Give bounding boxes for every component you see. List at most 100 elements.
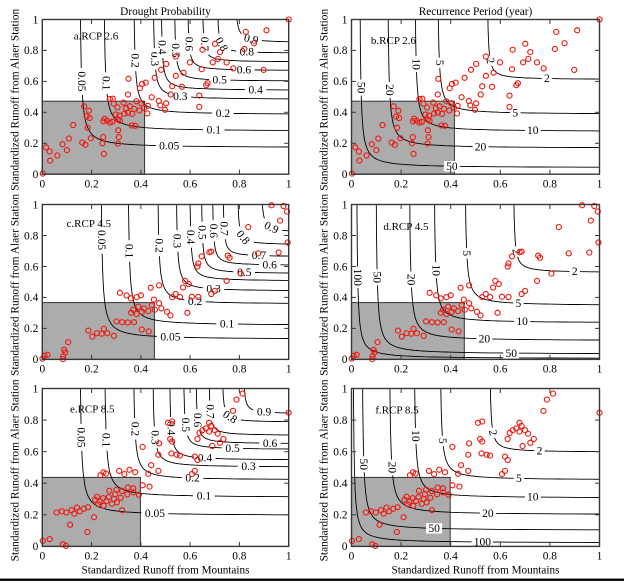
svg-text:0.4: 0.4 — [156, 40, 168, 55]
svg-text:0.6: 0.6 — [493, 178, 508, 190]
svg-text:0.5: 0.5 — [237, 267, 252, 279]
svg-text:0.1: 0.1 — [220, 319, 235, 331]
svg-text:50: 50 — [446, 161, 458, 173]
svg-text:0.3: 0.3 — [171, 234, 183, 249]
svg-text:0: 0 — [39, 551, 45, 563]
svg-text:20: 20 — [482, 508, 494, 520]
svg-text:0.9: 0.9 — [262, 220, 280, 237]
svg-text:1: 1 — [597, 364, 603, 376]
svg-text:0.6: 0.6 — [263, 438, 278, 450]
svg-text:f.RCP 8.5: f.RCP 8.5 — [375, 404, 419, 416]
svg-text:0.1: 0.1 — [100, 76, 112, 91]
svg-text:1: 1 — [286, 178, 292, 190]
svg-text:0: 0 — [33, 541, 39, 553]
svg-text:Drought Probability: Drought Probability — [120, 6, 211, 18]
svg-text:0.6: 0.6 — [333, 447, 348, 459]
svg-text:0.8: 0.8 — [232, 551, 247, 563]
svg-text:0.7: 0.7 — [218, 221, 230, 236]
svg-text:10: 10 — [429, 265, 441, 277]
svg-text:0: 0 — [342, 354, 348, 366]
svg-text:0: 0 — [33, 354, 39, 366]
svg-text:0.4: 0.4 — [249, 84, 264, 96]
svg-text:0.7: 0.7 — [204, 404, 216, 419]
svg-text:Standardized Runoff from Mount: Standardized Runoff from Mountains — [392, 565, 560, 577]
svg-text:0.5: 0.5 — [179, 418, 191, 433]
svg-text:10: 10 — [527, 125, 539, 137]
svg-text:0.8: 0.8 — [333, 415, 348, 427]
svg-text:0.4: 0.4 — [134, 551, 149, 563]
svg-text:0.4: 0.4 — [333, 292, 348, 304]
svg-text:0: 0 — [33, 169, 39, 181]
svg-text:0.1: 0.1 — [197, 491, 212, 503]
svg-text:2: 2 — [572, 266, 578, 278]
svg-text:0.6: 0.6 — [183, 551, 198, 563]
svg-text:10: 10 — [516, 316, 528, 328]
svg-text:10: 10 — [410, 58, 422, 70]
svg-text:0.6: 0.6 — [493, 551, 508, 563]
svg-text:20: 20 — [405, 274, 417, 286]
svg-text:0.6: 0.6 — [183, 37, 195, 52]
svg-text:0.6: 0.6 — [183, 178, 198, 190]
svg-text:10: 10 — [527, 492, 539, 504]
svg-text:0.9: 0.9 — [257, 407, 272, 419]
svg-text:50: 50 — [371, 272, 383, 284]
svg-text:Recurrence Period (year): Recurrence Period (year) — [419, 6, 533, 18]
svg-text:2: 2 — [483, 57, 496, 65]
svg-text:0.6: 0.6 — [493, 364, 508, 376]
svg-text:c.RCP 4.5: c.RCP 4.5 — [67, 218, 112, 230]
svg-text:50: 50 — [505, 348, 517, 360]
svg-text:20: 20 — [385, 462, 397, 474]
svg-text:0.05: 0.05 — [160, 332, 180, 344]
svg-text:0.1: 0.1 — [123, 244, 135, 259]
svg-text:0.3: 0.3 — [241, 461, 256, 473]
svg-text:5: 5 — [512, 107, 518, 119]
svg-text:2: 2 — [537, 446, 543, 458]
svg-text:Standardized Runoff from Alaer: Standardized Runoff from Alaer Station — [9, 379, 21, 561]
svg-text:Standardized Runoff from Alaer: Standardized Runoff from Alaer Station — [9, 194, 21, 376]
svg-text:0.6: 0.6 — [183, 364, 198, 376]
svg-text:0.8: 0.8 — [333, 45, 348, 57]
svg-text:0.6: 0.6 — [263, 259, 278, 271]
svg-text:0.05: 0.05 — [95, 230, 107, 250]
svg-text:a.RCP 2.6: a.RCP 2.6 — [74, 30, 119, 42]
svg-text:0.4: 0.4 — [134, 178, 149, 190]
svg-text:0.6: 0.6 — [24, 447, 39, 459]
svg-text:Standardized Runoff from Mount: Standardized Runoff from Mountains — [82, 565, 250, 577]
svg-text:0.8: 0.8 — [543, 551, 558, 563]
svg-text:5: 5 — [516, 473, 522, 485]
svg-text:1: 1 — [286, 364, 292, 376]
svg-text:100: 100 — [351, 269, 363, 287]
svg-text:0: 0 — [349, 178, 355, 190]
svg-text:e.RCP 8.5: e.RCP 8.5 — [70, 404, 115, 416]
svg-text:10: 10 — [409, 430, 421, 442]
svg-text:5: 5 — [433, 60, 445, 66]
svg-text:0: 0 — [342, 169, 348, 181]
svg-text:0: 0 — [39, 364, 45, 376]
svg-text:0.8: 0.8 — [240, 47, 255, 59]
svg-text:0.2: 0.2 — [24, 138, 39, 150]
svg-text:20: 20 — [475, 141, 487, 153]
svg-text:Standardized Runoff from Alaer: Standardized Runoff from Alaer Station — [319, 379, 331, 561]
svg-text:0.8: 0.8 — [232, 364, 247, 376]
svg-text:0.6: 0.6 — [24, 76, 39, 88]
svg-text:0.1: 0.1 — [100, 433, 112, 448]
svg-text:50: 50 — [357, 459, 369, 471]
svg-text:0.2: 0.2 — [24, 323, 39, 335]
svg-text:0.4: 0.4 — [24, 292, 39, 304]
svg-text:0.5: 0.5 — [196, 225, 208, 240]
svg-text:0: 0 — [349, 551, 355, 563]
svg-text:0.2: 0.2 — [84, 178, 99, 190]
svg-text:1: 1 — [33, 383, 39, 395]
svg-text:0.4: 0.4 — [134, 364, 149, 376]
svg-text:0.5: 0.5 — [213, 75, 228, 87]
svg-text:0.8: 0.8 — [232, 178, 247, 190]
svg-text:0.8: 0.8 — [24, 45, 39, 57]
svg-text:0.8: 0.8 — [24, 230, 39, 242]
svg-text:0.6: 0.6 — [24, 261, 39, 273]
svg-text:0.5: 0.5 — [225, 443, 240, 455]
svg-text:Standardized Runoff from Alaer: Standardized Runoff from Alaer Station — [319, 194, 331, 376]
svg-text:0.4: 0.4 — [444, 178, 459, 190]
svg-text:5: 5 — [460, 250, 472, 256]
svg-text:0.2: 0.2 — [24, 510, 39, 522]
svg-text:0.2: 0.2 — [333, 323, 348, 335]
